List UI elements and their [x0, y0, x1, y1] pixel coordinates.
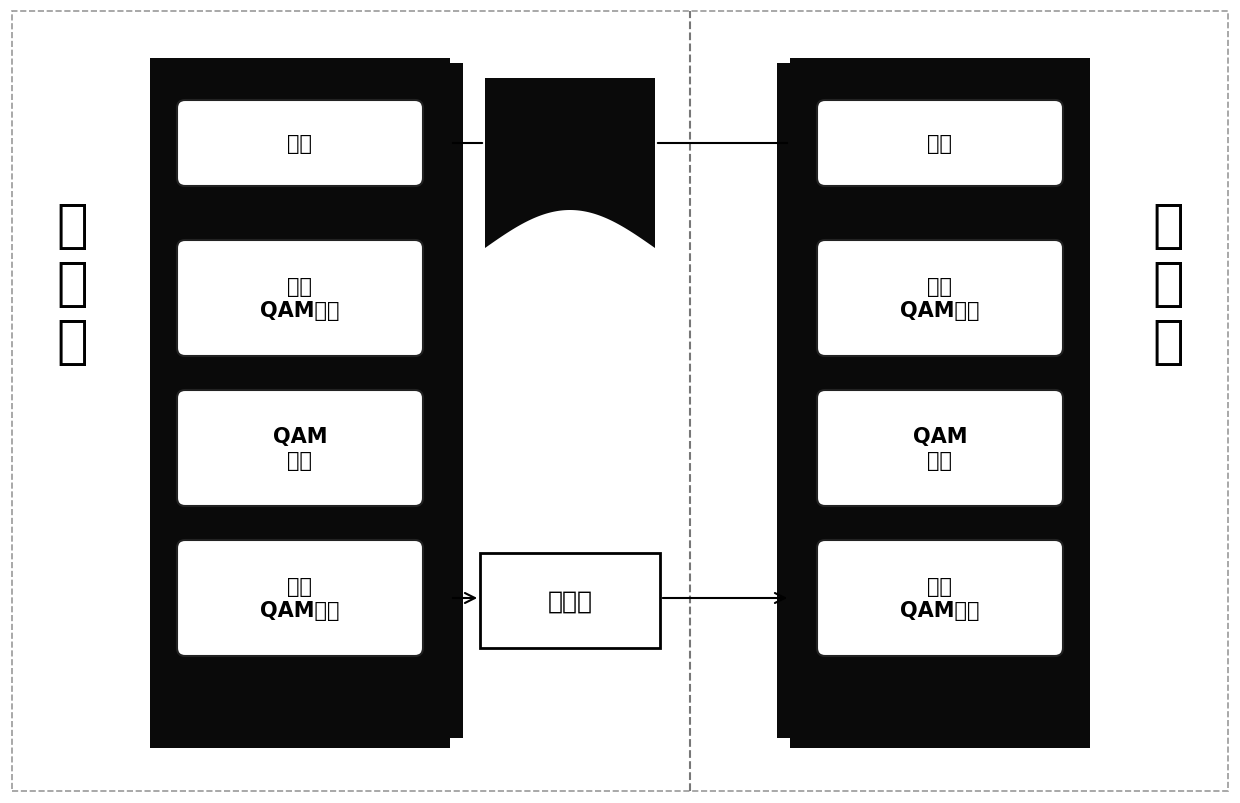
Text: 低阶
QAM信号: 低阶 QAM信号: [900, 277, 980, 320]
FancyBboxPatch shape: [177, 540, 423, 656]
Bar: [790, 59, 1090, 748]
FancyBboxPatch shape: [817, 390, 1063, 507]
Text: QAM
扰码: QAM 扰码: [273, 427, 327, 470]
FancyBboxPatch shape: [817, 101, 1063, 187]
Text: 接
收
方: 接 收 方: [1152, 200, 1184, 368]
Text: 明文: 明文: [288, 134, 312, 154]
Text: 低阶
QAM信号: 低阶 QAM信号: [260, 277, 340, 320]
FancyBboxPatch shape: [817, 241, 1063, 357]
FancyBboxPatch shape: [817, 540, 1063, 656]
Text: 高阶
QAM信号: 高阶 QAM信号: [900, 577, 980, 620]
FancyBboxPatch shape: [177, 101, 423, 187]
Polygon shape: [485, 79, 655, 249]
FancyBboxPatch shape: [177, 241, 423, 357]
Bar: [480, 553, 660, 648]
Bar: [777, 64, 795, 738]
Text: 发
送
方: 发 送 方: [56, 200, 88, 368]
Text: QAM
扰码: QAM 扰码: [913, 427, 967, 470]
FancyBboxPatch shape: [177, 390, 423, 507]
Bar: [150, 59, 450, 748]
Text: 明文: 明文: [928, 134, 952, 154]
Text: 光信道: 光信道: [548, 589, 593, 613]
Text: 高阶
QAM信号: 高阶 QAM信号: [260, 577, 340, 620]
Bar: [445, 64, 463, 738]
